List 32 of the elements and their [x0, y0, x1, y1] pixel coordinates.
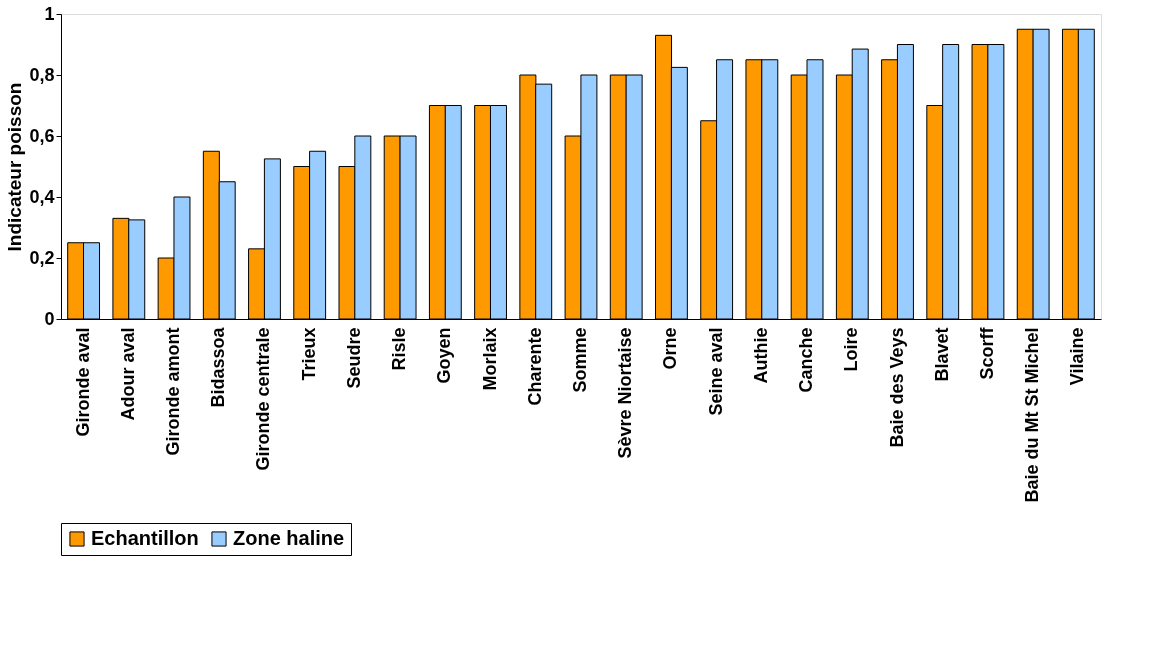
x-tick-label: Bidassoa — [208, 326, 229, 408]
x-tick-label: Charente — [524, 327, 545, 406]
x-tick-label: Gironde aval — [72, 327, 93, 437]
y-axis-title: Indicateur poisson — [4, 82, 26, 252]
x-tick-label: Sèvre Niortaise — [615, 327, 636, 459]
x-tick-label: Baie du Mt St Michel — [1022, 327, 1043, 503]
x-tick-label: Morlaix — [479, 327, 500, 391]
x-tick-label: Blavet — [931, 327, 952, 382]
x-tick-label: Loire — [841, 327, 862, 372]
x-tick-label: Gironde amont — [163, 327, 184, 456]
x-tick-label: Seudre — [343, 327, 364, 389]
y-tick-label: 1 — [44, 3, 55, 24]
x-tick-label: Trieux — [298, 327, 319, 381]
y-tick-label: 0,4 — [29, 186, 55, 207]
x-tick-label: Gironde centrale — [253, 327, 274, 471]
y-tick-label: 0,8 — [29, 64, 55, 85]
x-tick-label: Orne — [660, 327, 681, 370]
x-tick-label: Adour aval — [117, 327, 138, 421]
x-tick-label: Scorff — [976, 326, 997, 380]
legend-label: Echantillon — [91, 527, 199, 549]
x-tick-label: Authie — [750, 327, 771, 384]
y-tick-label: 0,6 — [29, 125, 55, 146]
x-tick-label: Baie des Veys — [886, 327, 907, 448]
x-tick-label: Vilaine — [1067, 327, 1088, 386]
legend-label: Zone haline — [233, 527, 345, 549]
x-tick-label: Seine aval — [705, 327, 726, 416]
y-tick-label: 0 — [44, 308, 55, 329]
x-tick-label: Canche — [796, 327, 817, 393]
x-tick-label: Goyen — [434, 327, 455, 384]
x-tick-label: Risle — [389, 327, 410, 371]
x-tick-label: Somme — [570, 327, 590, 393]
y-tick-label: 0,2 — [29, 247, 55, 268]
